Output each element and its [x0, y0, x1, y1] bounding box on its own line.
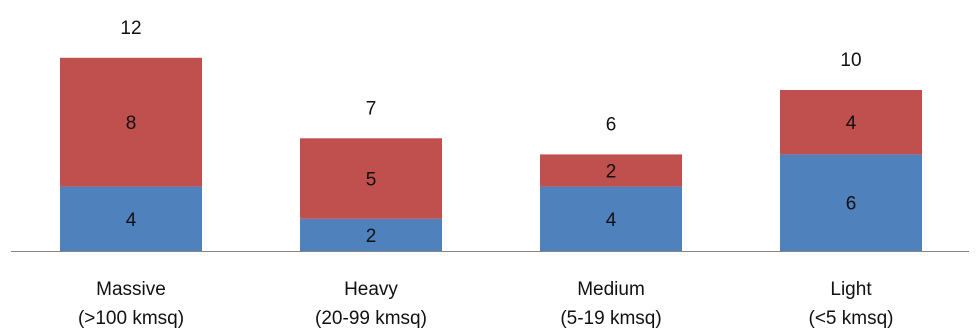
total-labels-layer: 12 7 6 10	[120, 18, 861, 136]
category-label-light-line-1: Light	[830, 279, 872, 300]
data-label-massive-series-1: 4	[126, 210, 137, 231]
bar-heavy-series-1	[300, 218, 442, 251]
bar-light-series-2	[780, 90, 922, 155]
bar-massive-series-1	[60, 186, 202, 251]
data-label-heavy-series-2: 5	[366, 170, 377, 191]
bar-medium-series-2	[540, 154, 682, 187]
data-label-light-series-1: 6	[846, 194, 857, 215]
data-label-medium-series-1: 4	[606, 210, 617, 231]
bar-medium-series-1	[540, 186, 682, 251]
category-label-heavy-line-1: Heavy	[344, 279, 398, 300]
bar-heavy-series-2	[300, 138, 442, 219]
bars-layer	[60, 57, 922, 251]
category-labels-layer: Massive (>100 kmsq) Heavy (20-99 kmsq) Mediu…	[78, 279, 894, 329]
data-label-massive-series-2: 8	[126, 113, 137, 134]
total-label-massive: 12	[120, 18, 141, 39]
total-label-light: 10	[840, 50, 861, 71]
bar-massive-series-2	[60, 57, 202, 187]
category-label-medium-line-1: Medium	[577, 279, 645, 300]
category-label-medium-line-2: (5-19 kmsq)	[560, 308, 661, 329]
data-label-heavy-series-1: 2	[366, 226, 377, 247]
total-label-medium: 6	[606, 114, 617, 135]
data-label-light-series-2: 4	[846, 113, 857, 134]
total-label-heavy: 7	[366, 98, 377, 119]
category-label-massive-line-2: (>100 kmsq)	[78, 308, 184, 329]
category-label-heavy-line-2: (20-99 kmsq)	[315, 308, 427, 329]
category-label-light-line-2: (<5 kmsq)	[809, 308, 894, 329]
bar-light-series-1	[780, 154, 922, 251]
category-label-massive-line-1: Massive	[96, 279, 166, 300]
data-label-medium-series-2: 2	[606, 162, 617, 183]
segment-labels-layer: 4 8 2 5 4 2 6 4	[126, 113, 857, 247]
